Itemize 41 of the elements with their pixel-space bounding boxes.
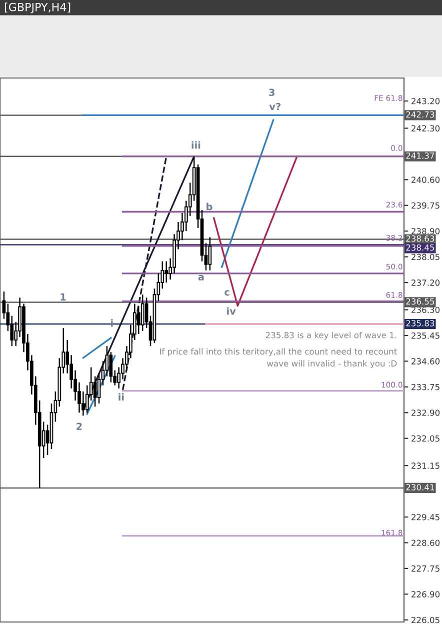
annotation: 2 <box>76 422 82 430</box>
annotation: v? <box>269 102 280 110</box>
annotation: ii <box>118 393 124 401</box>
ref-line-label: 236.55 <box>406 298 434 305</box>
annotation: 235.83 is a key level of wave 1. <box>266 332 396 340</box>
y-tick-label: 226.05 <box>412 616 440 624</box>
y-tick-label: 232.90 <box>412 410 440 416</box>
y-tick-label: 227.75 <box>412 565 440 572</box>
y-tick-label: 226.90 <box>412 591 440 598</box>
y-tick-label: 242.30 <box>412 125 440 132</box>
y-tick-label: 238.05 <box>412 254 440 260</box>
y-tick-label: 240.60 <box>412 176 440 183</box>
y-tick-label: 232.05 <box>412 435 440 442</box>
annotation: i <box>111 319 113 327</box>
y-tick-label: 236.30 <box>412 306 440 314</box>
ref-line-label: 238.63 <box>406 235 434 242</box>
annotation: 1 <box>60 293 66 300</box>
ref-line-label: 242.73 <box>406 111 434 118</box>
annotation: a <box>198 274 204 280</box>
y-tick-label: 235.45 <box>412 332 440 339</box>
annotation: 3 <box>269 88 274 96</box>
y-tick-label: 234.60 <box>412 358 440 364</box>
ref-line-label: 230.41 <box>406 484 434 490</box>
chart-title: [GBPJPY,H4] <box>4 2 70 14</box>
y-tick-label: 237.20 <box>412 280 440 286</box>
y-tick-label: 229.45 <box>412 514 440 520</box>
annotation: b <box>206 202 212 210</box>
y-tick-label: 239.75 <box>412 202 440 209</box>
ref-line-label: 238.45 <box>406 244 434 251</box>
y-tick-label: 228.60 <box>412 540 440 546</box>
annotation: c <box>224 290 230 296</box>
y-tick-label: 231.15 <box>412 462 440 469</box>
annotation: If price fall into this teritory,all the count need to recount <box>160 348 397 356</box>
y-tick-label: 233.75 <box>412 384 440 390</box>
ref-line-label: 241.37 <box>406 152 434 159</box>
y-tick-label: 238.90 <box>412 228 440 234</box>
annotation: iii <box>192 141 200 149</box>
y-tick-label: 243.20 <box>412 98 440 104</box>
annotation: iv <box>227 307 236 315</box>
annotation: wave will invalid - thank you :D <box>266 360 397 368</box>
ref-line-label: 235.83 <box>406 320 434 326</box>
